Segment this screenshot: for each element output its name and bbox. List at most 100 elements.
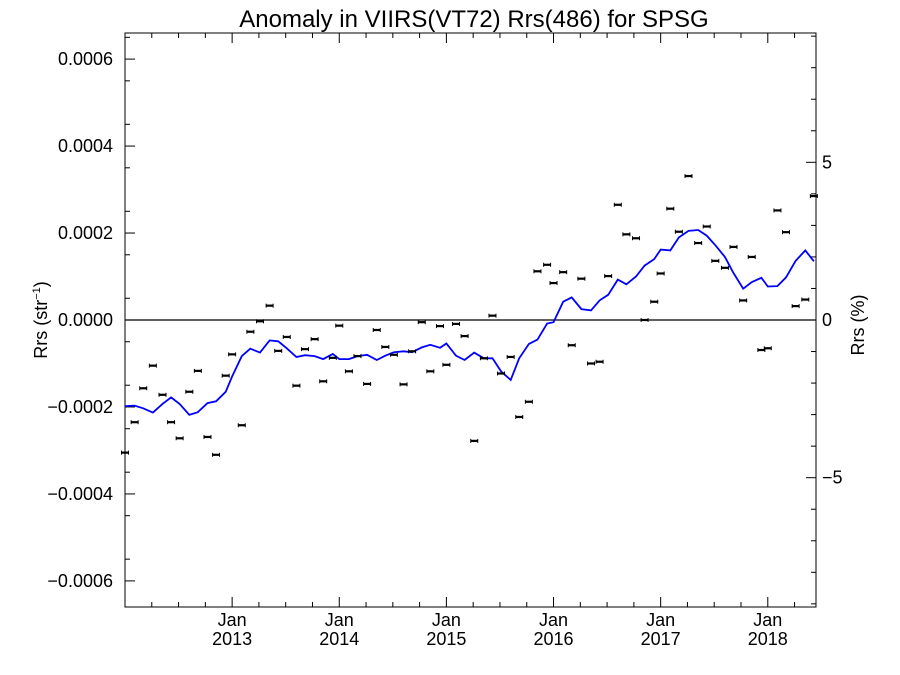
data-point	[237, 423, 246, 428]
data-point	[567, 343, 576, 348]
y-tick-label: −0.0004	[47, 484, 113, 504]
data-point	[711, 258, 720, 263]
data-point	[158, 392, 167, 397]
data-point	[587, 361, 596, 366]
data-point	[613, 202, 622, 207]
data-point	[801, 297, 810, 302]
y-tick-label: −0.0002	[47, 397, 113, 417]
y-axis-label: Rrs (str−1)	[31, 281, 51, 359]
data-point	[353, 354, 362, 359]
anomaly-points	[121, 174, 818, 457]
data-point	[524, 399, 533, 404]
x-tick-label-month: Jan	[325, 610, 354, 630]
data-point	[435, 324, 444, 329]
data-point	[319, 379, 328, 384]
data-point	[739, 298, 748, 303]
y-tick-label: 0.0000	[58, 310, 113, 330]
x-tick-label-month: Jan	[539, 610, 568, 630]
data-point	[720, 265, 729, 270]
data-point	[666, 206, 675, 211]
x-tick-label-month: Jan	[432, 610, 461, 630]
data-point	[255, 319, 264, 324]
data-point	[515, 414, 524, 419]
y-tick-label: 0.0004	[58, 136, 113, 156]
data-point	[694, 241, 703, 246]
data-point	[193, 368, 202, 373]
data-point	[228, 352, 237, 357]
x-tick-label-year: 2018	[748, 629, 788, 649]
data-point	[300, 347, 309, 352]
data-point	[729, 244, 738, 249]
data-point	[543, 262, 552, 267]
data-point	[470, 438, 479, 443]
chart-title: Anomaly in VIIRS(VT72) Rrs(486) for SPSG	[239, 6, 708, 33]
data-point	[632, 236, 641, 241]
smoothed-anomaly-line	[124, 229, 815, 416]
data-point	[809, 194, 818, 199]
x-tick-label-year: 2015	[426, 629, 466, 649]
y2-axis-label: Rrs (%)	[848, 295, 868, 356]
data-point	[684, 174, 693, 179]
y-tick-label: 0.0002	[58, 223, 113, 243]
data-point	[497, 371, 506, 376]
data-point	[167, 420, 176, 425]
x-tick-label-month: Jan	[753, 610, 782, 630]
y-tick-label: 0.0006	[58, 49, 113, 69]
x-tick-label-year: 2016	[534, 629, 574, 649]
data-point	[460, 334, 469, 339]
data-point	[363, 381, 372, 386]
y-axis-label-superscript: −1	[31, 287, 43, 300]
tick-labels: 0.0006 0.0004 0.0002 0.0000 −0.0002 −0.0004 −0…	[47, 49, 842, 649]
data-point	[185, 389, 194, 394]
data-point	[595, 359, 604, 364]
data-point	[488, 313, 497, 318]
data-point	[121, 450, 129, 455]
data-point	[344, 369, 353, 374]
data-point	[203, 434, 212, 439]
data-point	[622, 232, 631, 237]
data-point	[148, 363, 157, 368]
data-point	[399, 382, 408, 387]
data-point	[640, 318, 649, 322]
data-point	[533, 269, 542, 274]
data-point	[506, 354, 515, 359]
data-point	[549, 281, 558, 286]
y2-tick-label: 5	[822, 152, 832, 172]
data-point	[221, 373, 230, 378]
data-point	[175, 436, 184, 441]
data-point	[452, 321, 461, 326]
y2-tick-label: −5	[822, 468, 843, 488]
data-point	[335, 323, 344, 328]
data-point	[310, 337, 319, 342]
data-point	[763, 346, 772, 351]
data-point	[282, 334, 291, 339]
x-tick-label-month: Jan	[646, 610, 675, 630]
data-point	[442, 362, 451, 367]
data-point	[139, 386, 148, 391]
data-point	[702, 224, 711, 229]
data-point	[292, 383, 301, 388]
data-point	[782, 230, 791, 235]
data-point	[656, 271, 665, 276]
x-tick-label-year: 2014	[319, 629, 359, 649]
data-point	[417, 320, 426, 325]
data-point	[791, 304, 800, 309]
data-point	[381, 344, 390, 349]
data-point	[408, 349, 417, 354]
data-point	[246, 329, 255, 334]
data-point	[130, 420, 139, 425]
data-point	[604, 274, 613, 279]
data-point	[559, 270, 568, 275]
data-point	[389, 352, 398, 357]
data-point	[747, 254, 756, 259]
data-point	[577, 276, 586, 281]
x-tick-label-year: 2017	[641, 629, 681, 649]
x-tick-label-year: 2013	[212, 629, 252, 649]
data-point	[426, 369, 435, 374]
data-point	[212, 452, 221, 457]
data-point	[650, 299, 659, 304]
y2-tick-label: 0	[822, 310, 832, 330]
x-tick-label-month: Jan	[218, 610, 247, 630]
data-point	[773, 208, 782, 213]
